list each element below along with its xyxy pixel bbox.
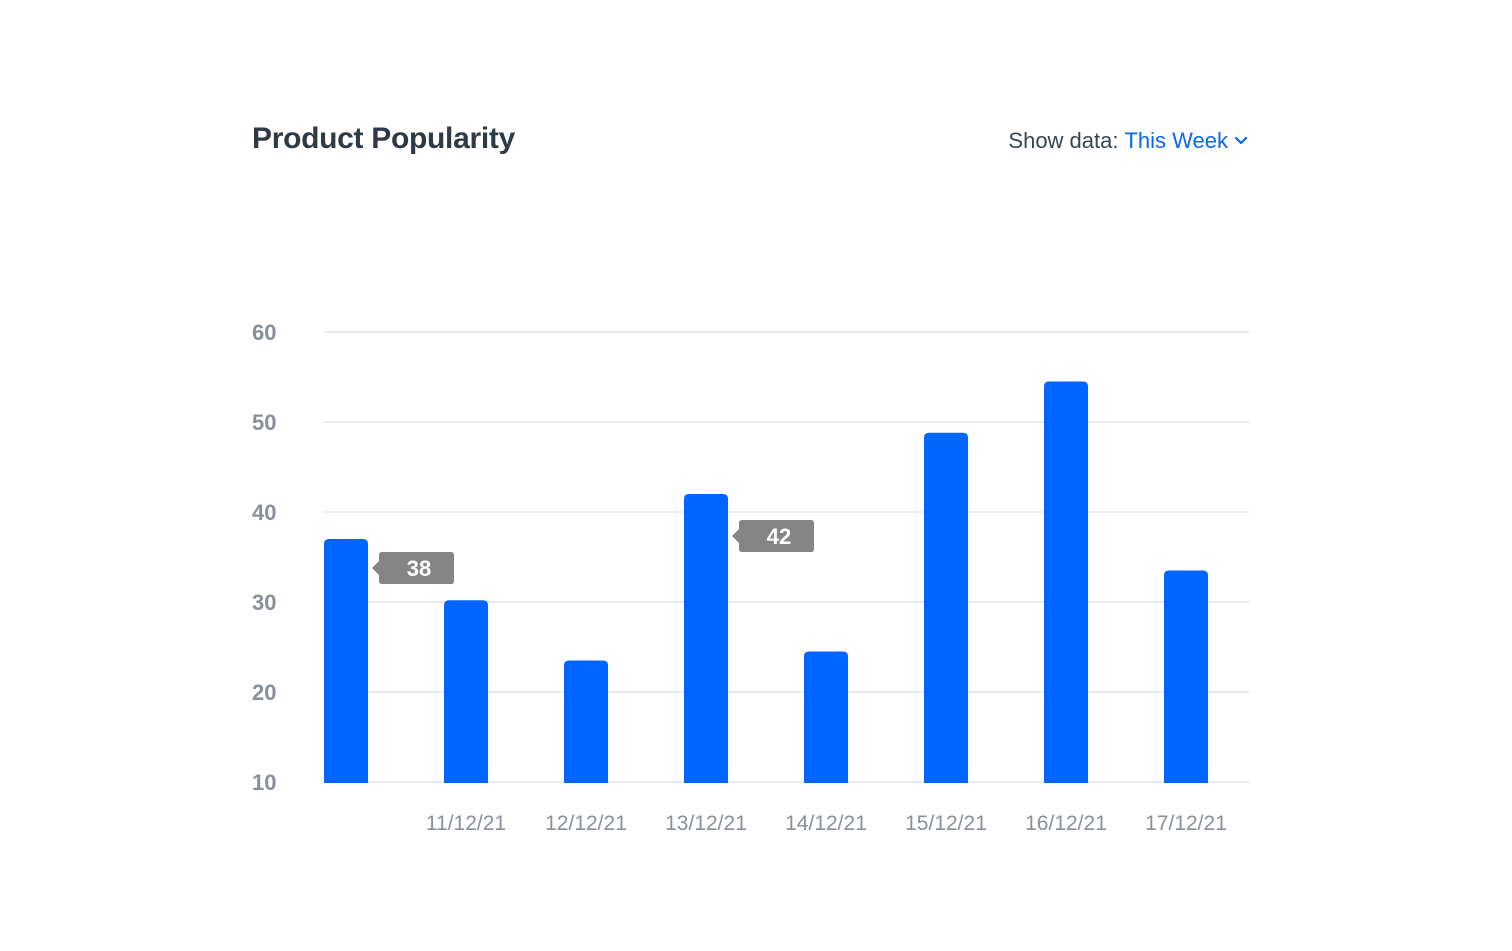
y-tick-label: 40: [252, 500, 276, 525]
y-tick-label: 30: [252, 590, 276, 615]
bar: [684, 494, 728, 783]
y-tick-label: 10: [252, 770, 276, 795]
show-data-filter: Show data: This Week: [1008, 128, 1248, 154]
y-tick-label: 20: [252, 680, 276, 705]
x-tick-label: 12/12/21: [545, 812, 627, 835]
x-tick-label: 14/12/21: [785, 812, 867, 835]
value-tooltip-label: 38: [407, 556, 431, 581]
chart-title: Product Popularity: [252, 122, 515, 155]
bar: [924, 432, 968, 783]
bar: [324, 539, 368, 783]
x-tick-label: 15/12/21: [905, 812, 987, 835]
bar: [1164, 570, 1208, 783]
value-tooltip: [372, 552, 454, 584]
time-range-value: This Week: [1124, 128, 1228, 153]
filter-label: Show data:: [1008, 128, 1119, 153]
time-range-dropdown[interactable]: This Week: [1124, 128, 1248, 154]
x-tick-label: 13/12/21: [665, 812, 747, 835]
value-tooltip-label: 42: [767, 524, 791, 549]
bar: [1044, 381, 1088, 783]
bar: [564, 660, 608, 783]
y-tick-label: 60: [252, 320, 276, 345]
bar: [444, 600, 488, 783]
chevron-down-icon: [1234, 136, 1248, 145]
value-tooltip: [732, 520, 814, 552]
x-tick-label: 17/12/21: [1145, 812, 1227, 835]
x-tick-label: 11/12/21: [426, 812, 506, 835]
x-tick-label: 16/12/21: [1025, 812, 1107, 835]
y-tick-label: 50: [252, 410, 276, 435]
bar: [804, 651, 848, 783]
